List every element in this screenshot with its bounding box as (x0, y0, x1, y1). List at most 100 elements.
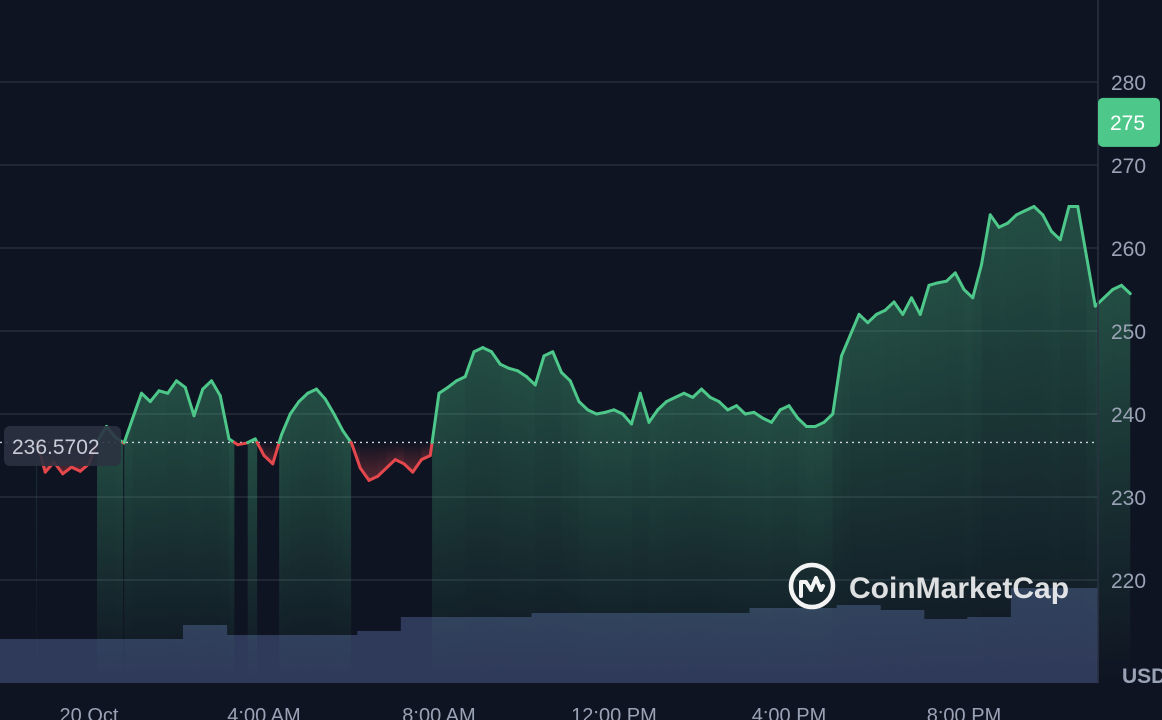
area-segment (36, 440, 38, 683)
x-tick-label: 8:00 AM (402, 705, 475, 720)
price-line-segment (1050, 229, 1062, 242)
price-line-segment (1015, 209, 1027, 217)
price-line-segment (682, 391, 695, 399)
price-line-segment (385, 458, 397, 470)
area-segment (622, 414, 632, 683)
price-line-segment (857, 312, 870, 325)
area-segment (1051, 231, 1061, 683)
area-segment (596, 412, 606, 683)
area-segment (850, 314, 859, 683)
area-segment (211, 380, 221, 683)
area-segment (692, 389, 702, 683)
area-segment (832, 355, 842, 683)
area-segment (1095, 297, 1104, 683)
price-line-segment (210, 379, 222, 398)
area-segment (736, 405, 746, 683)
price-line-segment (945, 271, 957, 283)
volume-bar (400, 617, 411, 683)
y-tick-label: 220 (1111, 570, 1146, 593)
price-area (36, 206, 1131, 684)
area-segment (789, 405, 798, 683)
area-segment (867, 314, 877, 683)
area-segment (806, 426, 816, 683)
price-line-segment (892, 300, 905, 316)
area-segment (1121, 285, 1131, 683)
area-segment (141, 393, 151, 683)
volume-bar (374, 631, 385, 683)
volume-bar (235, 635, 245, 683)
area-segment (185, 387, 194, 683)
price-line-segment (428, 440, 434, 457)
area-segment (745, 412, 754, 683)
volume-bar (8, 639, 19, 683)
volume-bar (52, 639, 62, 683)
volume-bar (34, 639, 45, 683)
price-line-segment (708, 395, 721, 404)
price-line-segment (140, 391, 152, 404)
price-line-segment (1041, 213, 1053, 233)
price-line-segment (148, 389, 161, 404)
price-line-segment (603, 408, 616, 414)
area-segment (684, 393, 693, 683)
price-line-segment (271, 440, 281, 466)
area-segment (964, 289, 973, 683)
price-line-segment (586, 408, 598, 416)
volume-bar (392, 631, 402, 683)
volume-bar (270, 635, 280, 683)
price-line-segment (796, 416, 808, 428)
price-line-segment (1023, 205, 1036, 213)
price-line-segment (306, 387, 318, 395)
price-line-segment (280, 412, 292, 437)
price-line-segment (953, 271, 966, 291)
price-line-segment (183, 385, 196, 418)
price-line-segment (927, 281, 940, 287)
area-segment (1060, 206, 1069, 683)
area-segment (456, 376, 466, 683)
y-tick-label: 230 (1111, 487, 1146, 510)
price-line-segment (455, 375, 467, 383)
price-line-segment (376, 466, 388, 478)
area-segment (124, 418, 133, 683)
watermark-text: CoinMarketCap (849, 572, 1069, 605)
area-segment (920, 285, 929, 683)
area-segment (432, 393, 439, 683)
area-segment (535, 355, 544, 683)
price-line-segment (358, 466, 371, 482)
area-segment (990, 214, 999, 684)
area-segment (815, 422, 824, 683)
volume-bar (366, 631, 376, 683)
price-line-segment (1120, 283, 1132, 296)
area-segment (220, 395, 229, 683)
x-tick-label: 8:00 PM (927, 705, 1001, 720)
volume-bar (26, 639, 36, 683)
price-line-segment (420, 454, 432, 462)
area-segment (876, 310, 886, 683)
price-line-segment (525, 375, 537, 387)
price-line-segment (717, 400, 730, 412)
price-line-segment (297, 391, 310, 404)
x-tick-label: 4:00 AM (227, 705, 300, 720)
price-line-segment (463, 350, 476, 379)
area-segment (719, 401, 728, 683)
price-line-segment (691, 387, 703, 399)
price-line-segment (70, 465, 82, 473)
price-line-segment (1111, 283, 1123, 291)
area-segment (552, 351, 562, 683)
area-segment (561, 372, 571, 683)
price-line (35, 205, 1132, 482)
price-line-segment (332, 412, 345, 433)
price-line-segment (997, 221, 1010, 229)
area-segment (334, 414, 343, 683)
x-tick-label: 20 Oct (60, 705, 119, 720)
price-line-segment (980, 213, 992, 267)
area-segment (911, 297, 921, 683)
price-line-segment (1006, 213, 1018, 225)
price-line-segment (700, 387, 712, 399)
price-line-segment (166, 379, 178, 395)
price-line-segment (367, 474, 380, 482)
price-line-segment (262, 454, 275, 466)
price-line-segment (918, 283, 931, 316)
price-line-segment (673, 391, 686, 399)
area-segment (369, 442, 378, 481)
